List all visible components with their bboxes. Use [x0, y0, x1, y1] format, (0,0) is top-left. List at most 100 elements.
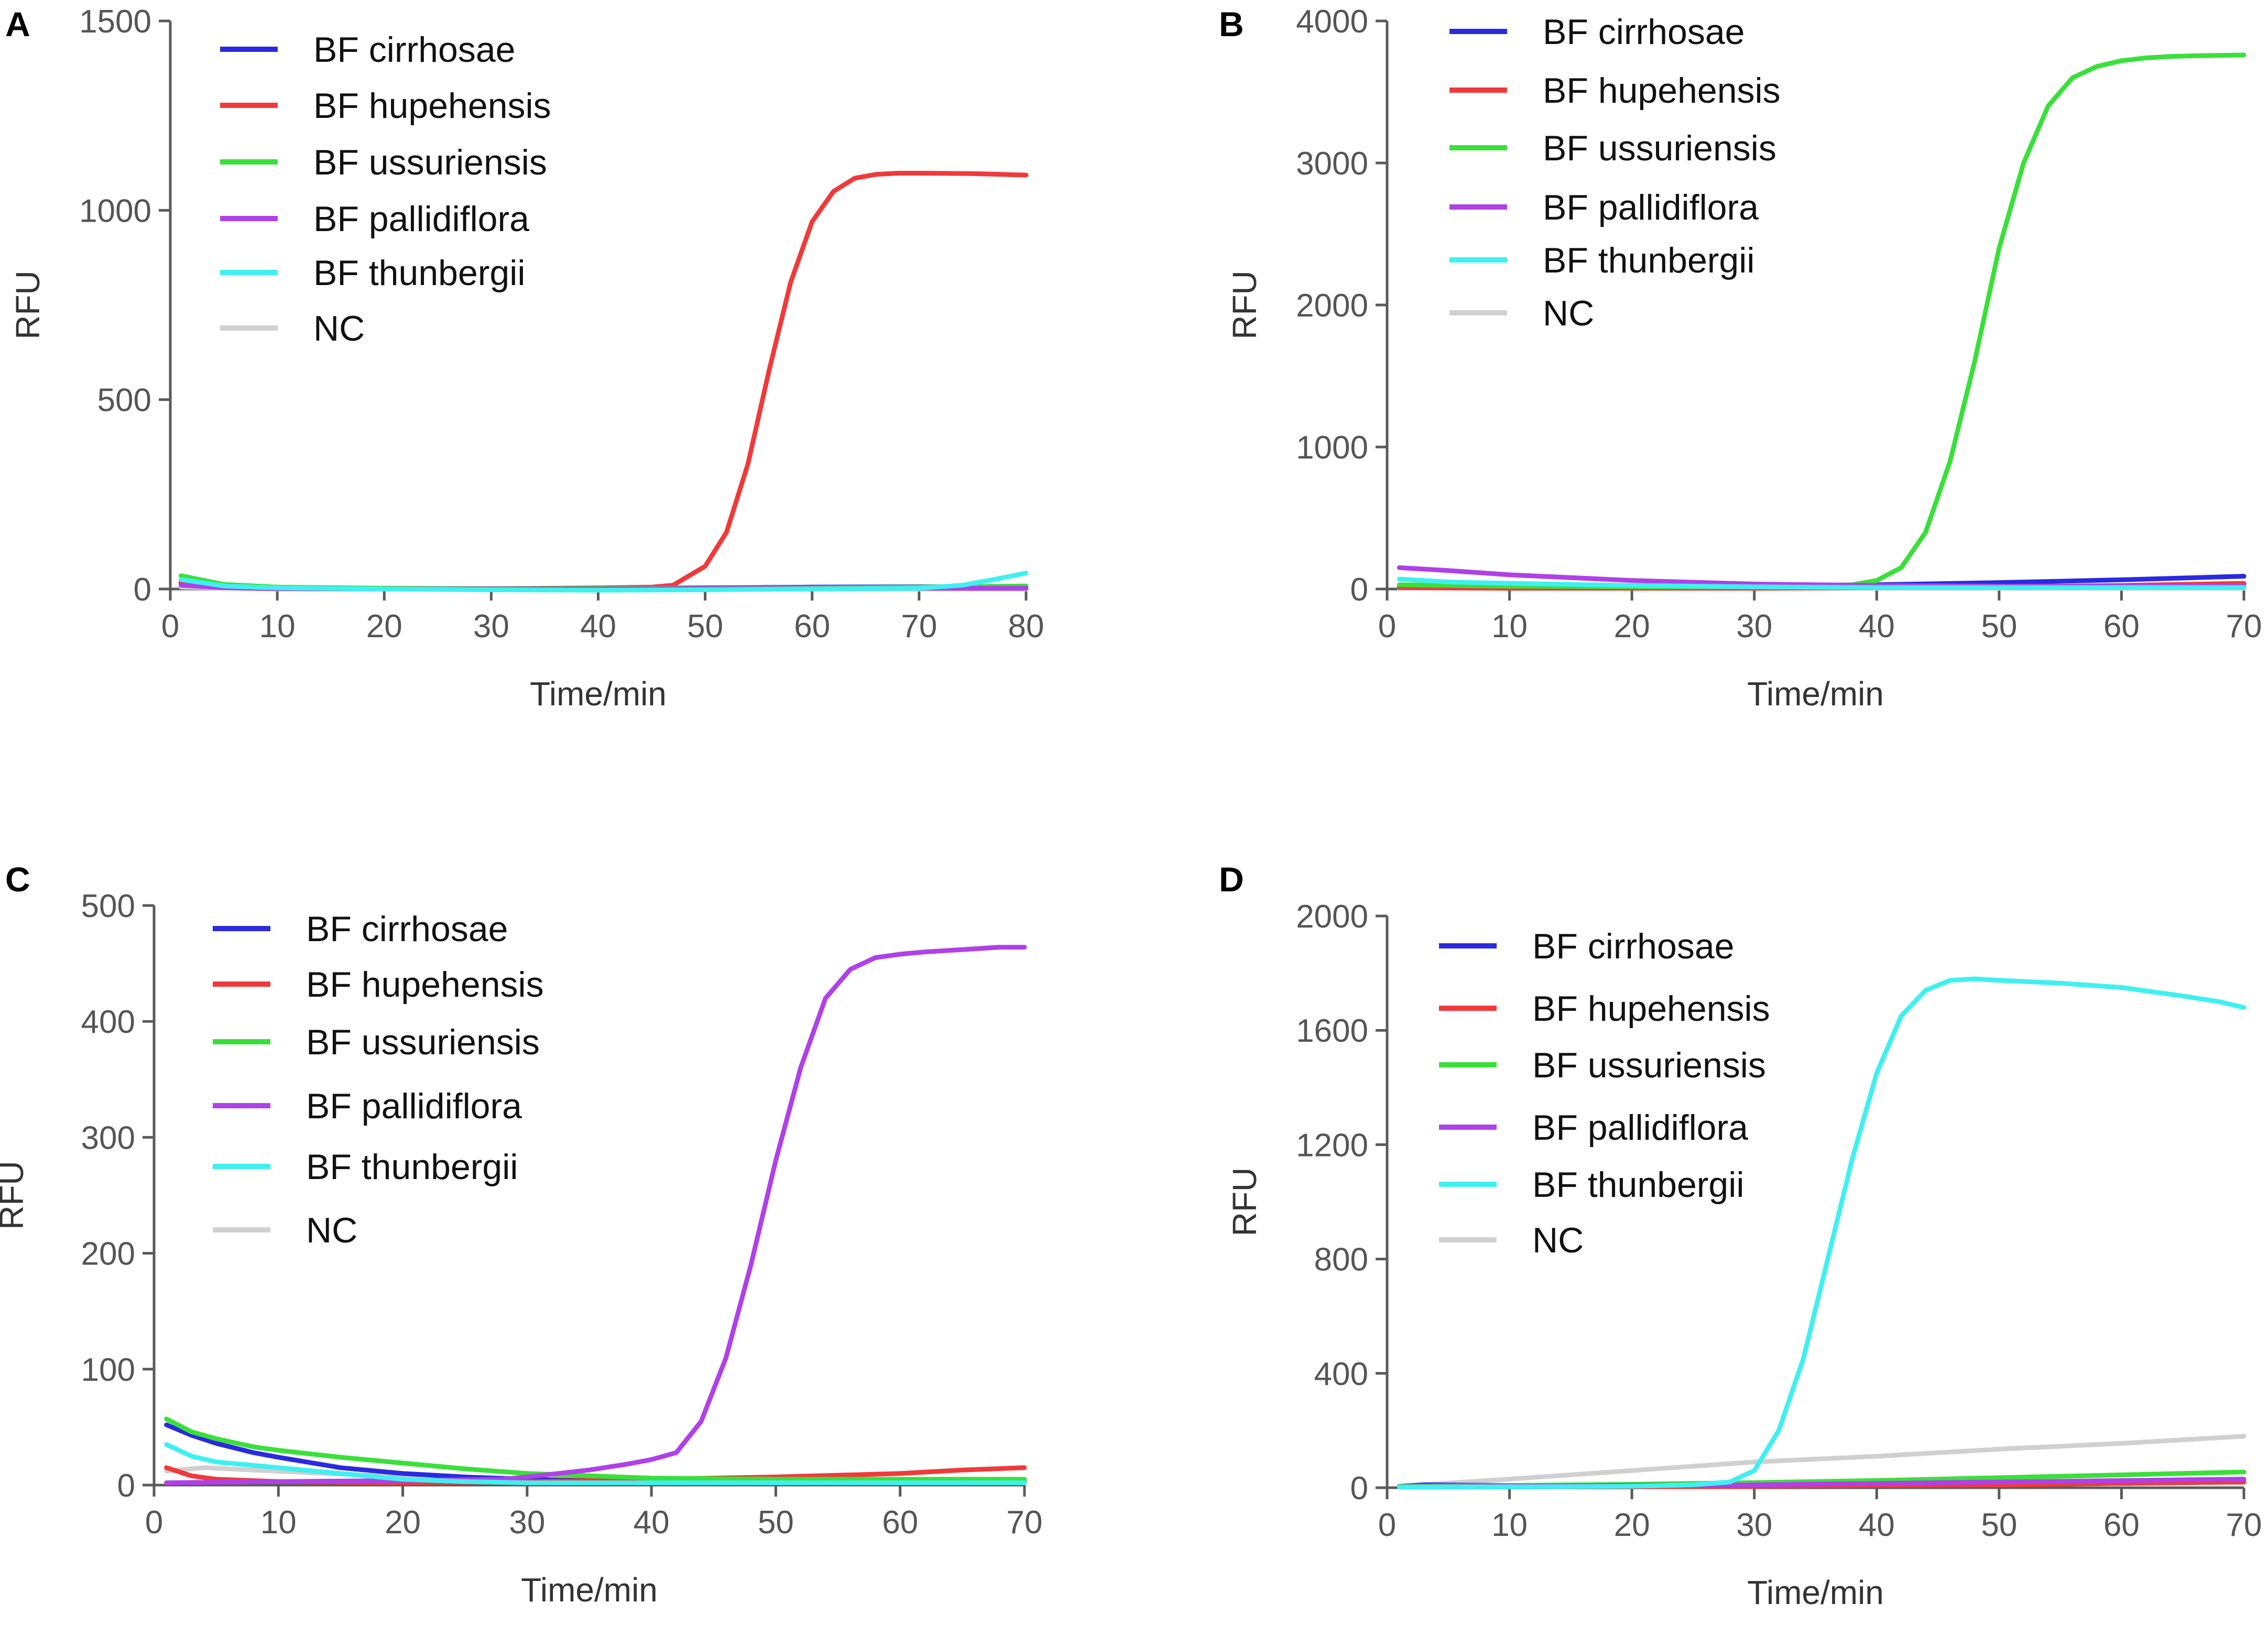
y-tick-label: 2000 [1296, 899, 1368, 935]
y-axis-title: RFU [1226, 1168, 1263, 1237]
x-tick-label: 50 [1981, 1507, 2017, 1543]
legend-label-bf-ussuriensis: BF ussuriensis [313, 143, 547, 182]
legend-label-bf-thunbergii: BF thunbergii [1532, 1165, 1744, 1205]
x-tick-label: 30 [509, 1504, 545, 1541]
y-tick-label: 3000 [1296, 146, 1368, 182]
y-tick-label: 300 [81, 1120, 135, 1156]
x-axis-title: Time/min [1747, 675, 1884, 713]
x-tick-label: 50 [687, 608, 723, 645]
chart-a-svg: 0 500 1000 1500 0 10 20 30 40 50 60 70 80 Time/min RFU… [9, 4, 1044, 713]
x-tick-label: 0 [145, 1504, 163, 1541]
panel-c: 0 100 200 300 400 500 0 10 20 30 40 50 60 70 Time/min R… [0, 812, 1134, 1624]
panel-d: 0 400 800 1200 1600 2000 0 10 20 30 40 50 60 70 Time/m… [1134, 812, 2268, 1624]
x-tick-label: 10 [1491, 1507, 1528, 1543]
legend-label-bf-hupehensis: BF hupehensis [1532, 989, 1770, 1029]
x-tick-label: 10 [260, 1504, 297, 1541]
y-tick-label: 0 [117, 1468, 135, 1504]
y-tick-label: 1000 [1296, 430, 1368, 466]
x-tick-label: 30 [1736, 1507, 1772, 1543]
series-line-bf-hupehensis [178, 171, 1029, 591]
x-tick-label: 70 [1007, 1504, 1043, 1541]
x-tick-label: 70 [2226, 608, 2262, 645]
y-tick-label: 200 [81, 1236, 135, 1272]
x-tick-label: 20 [1614, 1507, 1650, 1543]
x-tick-label: 80 [1008, 608, 1044, 645]
legend-label-nc: NC [313, 309, 365, 348]
y-tick-label: 1200 [1296, 1127, 1368, 1163]
x-axis-title: Time/min [521, 1571, 658, 1609]
x-tick-label: 30 [1736, 608, 1772, 645]
y-tick-label: 0 [134, 572, 151, 608]
series-line-bf-ussuriensis [164, 1416, 1027, 1482]
x-axis-title: Time/min [1747, 1574, 1884, 1611]
legend-label-nc: NC [306, 1210, 357, 1250]
y-tick-label: 400 [1314, 1356, 1368, 1392]
legend-label-bf-cirrhosae: BF cirrhosae [1543, 12, 1744, 52]
panel-a: 0 500 1000 1500 0 10 20 30 40 50 60 70 80 Time/min RFU… [0, 0, 1134, 812]
legend-label-bf-hupehensis: BF hupehensis [313, 86, 551, 126]
x-tick-label: 20 [366, 608, 402, 645]
y-tick-label: 500 [97, 383, 151, 419]
series-line-bf-thunbergii [1397, 576, 2247, 590]
y-tick-label: 1000 [79, 193, 151, 229]
x-tick-label: 50 [1981, 608, 2017, 645]
legend-label-nc: NC [1543, 293, 1594, 333]
legend-label-bf-hupehensis: BF hupehensis [306, 965, 544, 1005]
y-tick-label: 2000 [1296, 288, 1368, 324]
series-line-bf-ussuriensis [1397, 52, 2247, 590]
series-line-bf-pallidiflora [164, 945, 1027, 1486]
y-tick-label: 0 [1350, 1470, 1368, 1507]
x-tick-label: 30 [473, 608, 509, 645]
x-tick-label: 10 [259, 608, 296, 645]
legend-label-bf-cirrhosae: BF cirrhosae [313, 30, 515, 70]
panel-b: 0 1000 2000 3000 4000 0 10 20 30 40 50 60 70 Time/min… [1134, 0, 2268, 812]
y-tick-label: 1600 [1296, 1013, 1368, 1049]
legend-label-bf-thunbergii: BF thunbergii [306, 1147, 518, 1187]
legend-label-bf-pallidiflora: BF pallidiflora [313, 199, 529, 239]
x-tick-label: 20 [385, 1504, 421, 1541]
legend-label-bf-pallidiflora: BF pallidiflora [1543, 188, 1759, 227]
x-tick-label: 40 [634, 1504, 670, 1541]
x-axis-title: Time/min [530, 675, 667, 713]
y-axis-title: RFU [1226, 270, 1263, 340]
y-tick-label: 1500 [79, 4, 151, 40]
x-tick-label: 0 [161, 608, 179, 645]
x-tick-label: 50 [758, 1504, 794, 1541]
legend-label-bf-thunbergii: BF thunbergii [313, 253, 525, 293]
chart-c-svg: 0 100 200 300 400 500 0 10 20 30 40 50 60 70 Time/min R… [0, 888, 1043, 1609]
legend-label-bf-cirrhosae: BF cirrhosae [1532, 926, 1734, 966]
x-tick-label: 60 [882, 1504, 918, 1541]
y-tick-label: 800 [1314, 1242, 1368, 1278]
series-line-bf-thunbergii [178, 571, 1029, 593]
x-tick-label: 60 [2103, 608, 2140, 645]
panel-letter-b: B [1219, 5, 1244, 43]
legend-label-nc: NC [1532, 1220, 1584, 1260]
legend-label-bf-pallidiflora: BF pallidiflora [306, 1086, 522, 1126]
y-tick-label: 400 [81, 1004, 135, 1040]
x-tick-label: 40 [1859, 1507, 1895, 1543]
x-tick-label: 10 [1491, 608, 1528, 645]
chart-b-svg: 0 1000 2000 3000 4000 0 10 20 30 40 50 60 70 Time/min… [1226, 4, 2262, 713]
legend-label-bf-thunbergii: BF thunbergii [1543, 241, 1754, 280]
y-tick-label: 500 [81, 888, 135, 924]
panel-letter-c: C [5, 860, 30, 899]
x-tick-label: 70 [901, 608, 937, 645]
x-tick-label: 20 [1614, 608, 1650, 645]
y-axis-title: RFU [0, 1161, 30, 1230]
y-tick-label: 0 [1350, 572, 1368, 608]
x-tick-label: 70 [2226, 1507, 2262, 1543]
y-axis-title: RFU [9, 270, 47, 340]
series-line-bf-thunbergii [164, 1442, 1027, 1486]
legend-label-bf-pallidiflora: BF pallidiflora [1532, 1108, 1748, 1148]
y-tick-label: 4000 [1296, 4, 1368, 40]
x-tick-label: 60 [794, 608, 830, 645]
x-tick-label: 40 [1859, 608, 1895, 645]
legend-label-bf-ussuriensis: BF ussuriensis [306, 1022, 540, 1062]
legend-label-bf-cirrhosae: BF cirrhosae [306, 909, 508, 949]
x-tick-label: 0 [1378, 608, 1396, 645]
legend-label-bf-ussuriensis: BF ussuriensis [1543, 128, 1776, 168]
legend-label-bf-ussuriensis: BF ussuriensis [1532, 1045, 1766, 1085]
series-line-nc [1397, 1434, 2247, 1489]
x-tick-label: 60 [2103, 1507, 2140, 1543]
x-tick-label: 40 [580, 608, 616, 645]
